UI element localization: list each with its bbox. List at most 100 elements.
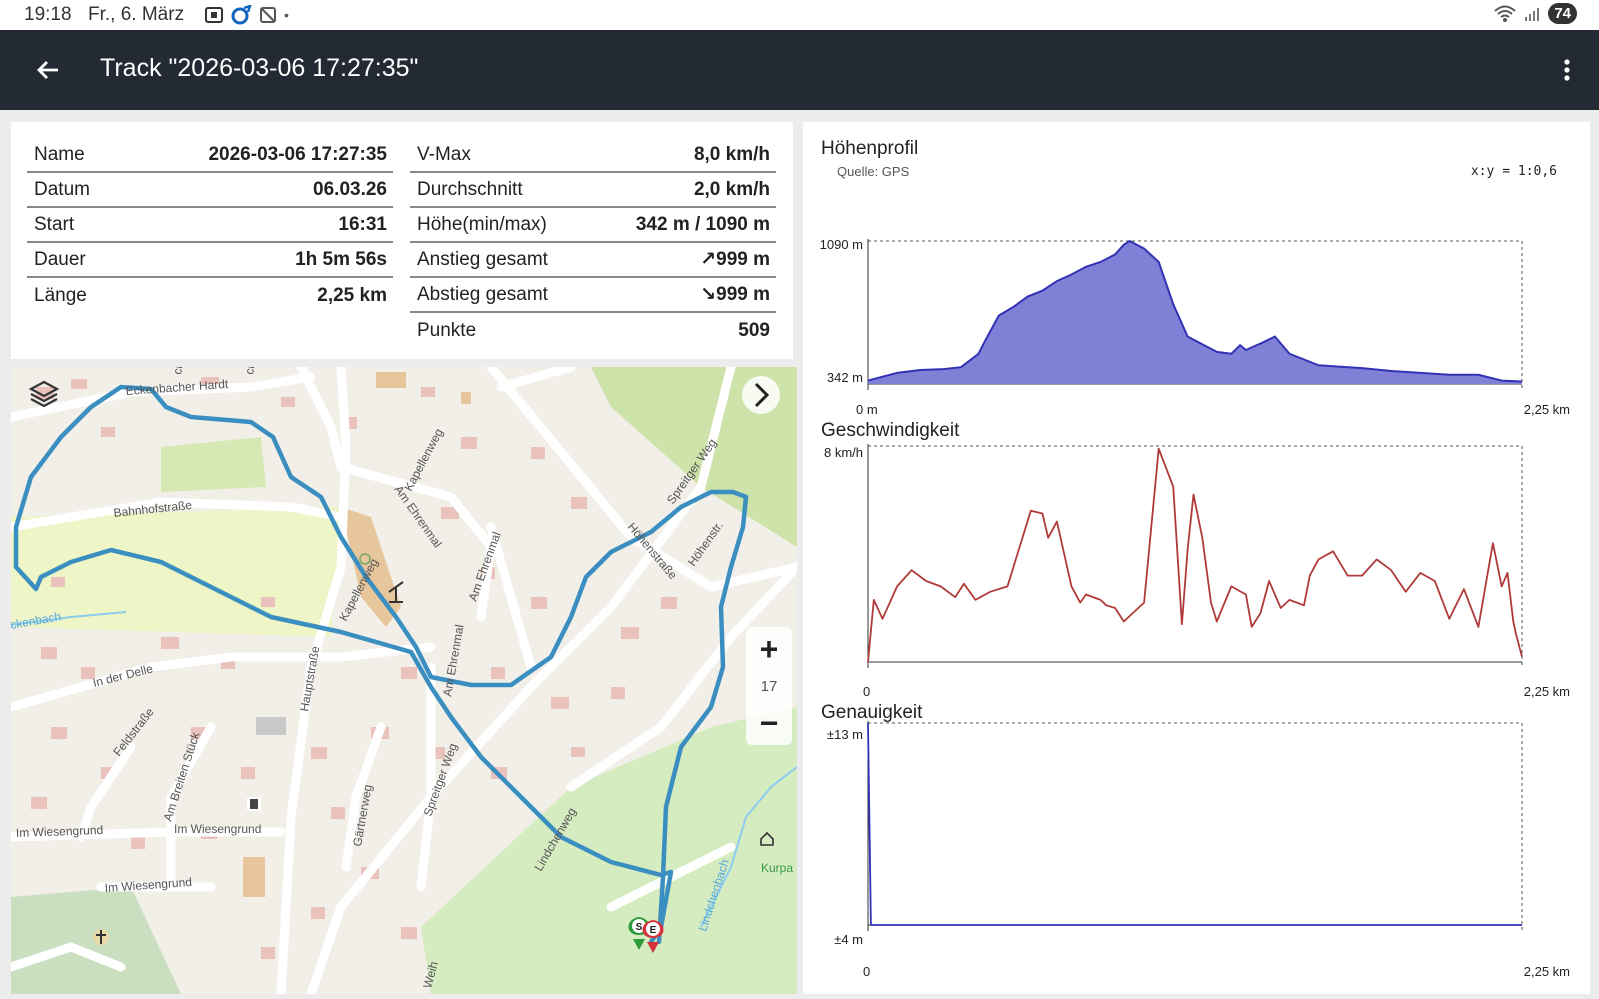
app-notification-icon [231, 5, 252, 25]
info-label: Abstieg gesamt [417, 283, 548, 305]
label-am-breiten-stueck: Am Breiten Stück [161, 729, 203, 822]
info-row-ascent: Anstieg gesamt ↗999 m [410, 243, 776, 278]
speed-chart-title: Geschwindigkeit [821, 420, 960, 441]
info-column-right: V-Max 8,0 km/h Durchschnitt 2,0 km/h Höhe(… [410, 138, 776, 348]
label-street-fragment-2: ch [242, 367, 258, 376]
map-canvas[interactable]: Eckenbacher Hardt Bahnhofstraße Kapellen… [11, 367, 797, 994]
speed-y-max-label: 8 km/h [823, 445, 863, 460]
info-value: 1h 5m 56s [295, 248, 387, 270]
status-time: 19:18 [24, 4, 72, 25]
charts-panel: Höhenprofil Quelle: GPS x:y = 1:0,6 1090… [803, 122, 1590, 994]
accuracy-y-max-label: ±13 m [826, 727, 863, 742]
info-row-length: Länge 2,25 km [27, 278, 393, 313]
info-row-name: Name 2026-03-06 17:27:35 [27, 138, 393, 173]
elevation-x-max-label: 2,25 km [1523, 402, 1570, 417]
info-value: 2,0 km/h [693, 178, 770, 200]
info-label: Anstieg gesamt [417, 248, 548, 270]
info-value: 06.03.26 [313, 178, 387, 200]
accuracy-x-max-label: 2,25 km [1523, 964, 1570, 979]
info-label: Name [34, 143, 85, 165]
info-value: ↘999 m [700, 284, 770, 305]
overflow-menu-icon[interactable] [1559, 54, 1575, 86]
info-row-start: Start 16:31 [27, 208, 393, 243]
nfc-off-icon [260, 7, 276, 23]
info-label: Durchschnitt [417, 178, 523, 200]
chevron-right-icon[interactable] [741, 375, 781, 415]
roads [11, 367, 797, 994]
info-row-descent: Abstieg gesamt ↘999 m [410, 278, 776, 313]
back-arrow-icon[interactable] [32, 54, 64, 86]
elevation-y-max-label: 1090 m [819, 237, 863, 252]
speed-x-max-label: 2,25 km [1523, 684, 1570, 699]
app-bar: Track "2026-03-06 17:27:35" [0, 30, 1599, 110]
wifi-icon [1494, 5, 1516, 22]
track-info-card: Name 2026-03-06 17:27:35 Datum 06.03.26 St… [11, 122, 793, 359]
battery-level: 74 [1548, 3, 1577, 24]
info-value: 8,0 km/h [693, 143, 770, 165]
screenshot-icon [205, 7, 223, 23]
end-marker[interactable]: E [642, 920, 664, 953]
track-map[interactable]: Eckenbacher Hardt Bahnhofstraße Kapellen… [11, 367, 797, 994]
gray-building [256, 717, 286, 735]
info-value: 509 [738, 319, 770, 341]
charts-canvas [867, 239, 1523, 931]
label-in-der-delle: In der Delle [91, 661, 154, 690]
info-value: 2,25 km [317, 284, 387, 306]
zoom-controls: + 17 − [746, 627, 792, 745]
info-row-duration: Dauer 1h 5m 56s [27, 243, 393, 278]
info-row-points: Punkte 509 [410, 313, 776, 348]
start-marker-label: S [636, 922, 643, 933]
info-row-date: Datum 06.03.26 [27, 173, 393, 208]
info-row-average: Durchschnitt 2,0 km/h [410, 173, 776, 208]
elevation-y-min-label: 342 m [826, 370, 863, 385]
elevation-x-min-label: 0 m [856, 402, 878, 417]
zoom-out-button[interactable]: − [759, 705, 779, 741]
notification-icons: • [204, 5, 289, 25]
label-eckenbacher-hardt: Eckenbacher Hardt [125, 377, 229, 398]
info-value: 16:31 [338, 213, 387, 235]
label-street-fragment: ch [170, 367, 186, 376]
elevation-area [868, 241, 1522, 384]
label-kapellenweg: Kapellenweg [401, 426, 446, 493]
orange-buildings [243, 372, 471, 897]
stream-lindchenbach [700, 766, 797, 928]
info-label: Länge [34, 284, 87, 306]
label-weih: Weih [420, 960, 441, 990]
fuel-station-icon [247, 797, 261, 811]
church-icon [93, 929, 109, 945]
info-value: 2026-03-06 17:27:35 [208, 143, 387, 165]
info-label: Dauer [34, 248, 86, 270]
info-label: Datum [34, 178, 90, 200]
elevation-source: Quelle: GPS [837, 164, 910, 179]
zoom-level: 17 [760, 677, 778, 695]
parking-icon [359, 553, 371, 565]
layers-icon[interactable] [27, 377, 61, 411]
stream-eckenbach [11, 611, 127, 626]
info-value: 342 m / 1090 m [635, 213, 770, 235]
accuracy-x-min-label: 0 [863, 964, 871, 979]
parking-area [341, 507, 401, 627]
status-date: Fr., 6. März [88, 4, 185, 25]
info-row-vmax: V-Max 8,0 km/h [410, 138, 776, 173]
label-im-wiesengrund: Im Wiesengrund [16, 823, 104, 840]
status-bar: 19:18 Fr., 6. März • 74 [0, 0, 1599, 30]
speed-line [867, 447, 1523, 663]
track-route-line [13, 384, 749, 945]
label-kurpark: Kurpa [761, 861, 793, 875]
info-label: Start [34, 213, 75, 235]
aspect-ratio-label: x:y = 1:0,6 [1470, 164, 1557, 179]
info-column-left: Name 2026-03-06 17:27:35 Datum 06.03.26 St… [27, 138, 393, 313]
signal-icon [1525, 7, 1540, 21]
label-am-ehrenmal-3: Am Ehrenmal [440, 623, 466, 697]
info-label: Höhe(min/max) [417, 213, 547, 235]
info-row-altitude: Höhe(min/max) 342 m / 1090 m [410, 208, 776, 243]
accuracy-chart-title: Genauigkeit [821, 702, 923, 723]
elevation-line [867, 239, 1523, 383]
info-label: Punkte [417, 319, 477, 341]
shelter-icon [760, 831, 774, 846]
accuracy-line [867, 722, 1522, 926]
label-hoehenstr: Höhenstr. [685, 519, 726, 569]
info-value: ↗999 m [700, 249, 770, 270]
zoom-in-button[interactable]: + [759, 631, 779, 667]
elevation-chart-title: Höhenprofil [821, 138, 919, 159]
